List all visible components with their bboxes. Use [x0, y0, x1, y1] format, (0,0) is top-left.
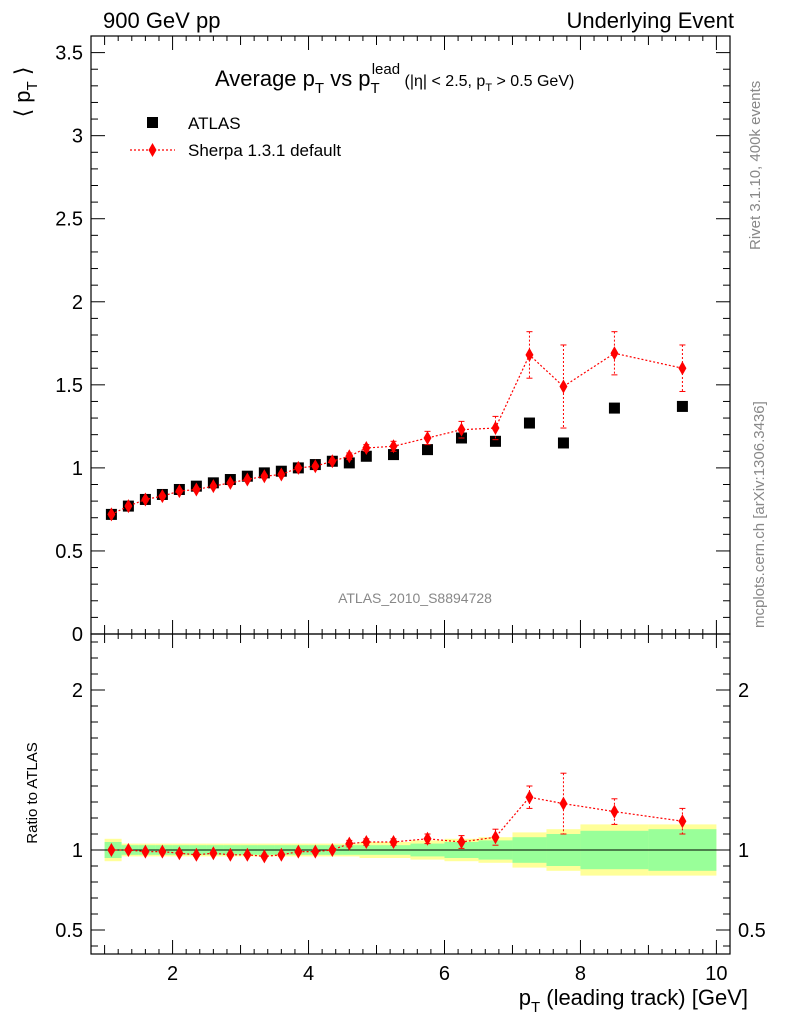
sherpa-ratio-point	[294, 844, 303, 859]
atlas-data-point	[557, 437, 569, 449]
x-tick-label: 2	[167, 963, 178, 985]
ratio-y-tick-label: 1	[72, 840, 83, 862]
sherpa-main-point	[678, 361, 687, 376]
atlas-data-point	[360, 450, 372, 462]
sherpa-ratio-point	[491, 830, 500, 845]
main-y-tick-label: 1.5	[55, 375, 83, 397]
sherpa-main-point	[457, 422, 466, 437]
legend-sherpa-marker	[148, 143, 157, 157]
sherpa-main-point	[559, 379, 568, 394]
ratio-y-tick-label: 0.5	[55, 920, 83, 942]
sherpa-ratio-point	[175, 846, 184, 861]
sherpa-main-point	[277, 467, 286, 482]
sherpa-main-point	[328, 454, 337, 469]
sherpa-ratio-point	[559, 796, 568, 811]
sherpa-ratio-point	[389, 835, 398, 849]
sherpa-ratio-point	[141, 844, 150, 859]
sherpa-ratio-point	[678, 814, 687, 829]
sherpa-ratio-point	[610, 804, 619, 819]
header-right: Underlying Event	[566, 8, 734, 33]
sherpa-main-point	[294, 460, 303, 475]
sherpa-main-point	[209, 479, 218, 494]
sherpa-ratio-point	[362, 835, 371, 849]
sherpa-ratio-point	[124, 843, 133, 857]
legend: ATLAS Sherpa 1.3.1 default	[130, 114, 341, 160]
legend-sherpa-label: Sherpa 1.3.1 default	[188, 141, 341, 160]
sherpa-main-point	[243, 472, 252, 487]
sherpa-ratio-point	[328, 843, 337, 857]
sherpa-main-point	[124, 499, 133, 514]
sherpa-main-point	[226, 475, 235, 490]
sherpa-ratio-point	[277, 847, 286, 862]
sherpa-ratio-point	[107, 843, 116, 857]
sherpa-ratio-point	[423, 831, 432, 846]
sherpa-main-point	[389, 439, 398, 454]
x-axis-label: pT (leading track) [GeV]	[519, 985, 748, 1016]
main-ylabel: ⟨ pT ⟩	[10, 67, 41, 118]
main-y-tick-label: 1	[72, 458, 83, 480]
sherpa-main-point	[107, 507, 116, 522]
sherpa-ratio-point	[457, 835, 466, 849]
sherpa-ratio-point	[158, 844, 167, 859]
ratio-y-tick-label: 2	[72, 680, 83, 702]
atlas-data-point	[388, 449, 400, 461]
analysis-label: ATLAS_2010_S8894728	[338, 590, 492, 606]
atlas-data-point	[676, 400, 688, 412]
main-y-tick-label: 0.5	[55, 541, 83, 563]
main-y-tick-label: 0	[72, 624, 83, 646]
x-tick-label: 6	[439, 963, 450, 985]
mcplots-label: mcplots.cern.ch [arXiv:1306.3436]	[751, 401, 768, 628]
ratio-ylabel: Ratio to ATLAS	[24, 742, 41, 843]
plot-title: Average pT vs pTlead (|η| < 2.5, pT > 0.…	[215, 61, 574, 97]
ratio-y-tick-label-right: 1	[738, 840, 749, 862]
legend-atlas-marker	[147, 117, 158, 128]
sherpa-main-point	[158, 489, 167, 504]
sherpa-main-point	[175, 484, 184, 499]
sherpa-main-point	[311, 459, 320, 474]
main-y-tick-label: 3	[72, 126, 83, 148]
sherpa-main-point	[345, 449, 354, 464]
sherpa-main-point	[362, 440, 371, 455]
main-y-tick-label: 2.5	[55, 209, 83, 231]
atlas-data-point	[421, 444, 433, 456]
sherpa-main-point	[491, 421, 500, 436]
atlas-data-point	[489, 435, 501, 447]
main-y-tick-label: 2	[72, 292, 83, 314]
rivet-label: Rivet 3.1.10, 400k events	[747, 81, 764, 250]
main-plot-frame	[90, 35, 731, 635]
sherpa-ratio-point	[525, 790, 534, 805]
header-left: 900 GeV pp	[103, 8, 220, 33]
sherpa-main-point	[525, 347, 534, 362]
ratio-plot-frame	[90, 633, 731, 955]
sherpa-ratio-point	[209, 846, 218, 861]
sherpa-ratio-point	[192, 847, 201, 862]
sherpa-ratio-point	[226, 847, 235, 862]
sherpa-ratio-point	[345, 836, 354, 851]
sherpa-main-point	[141, 492, 150, 507]
ratio-y-tick-label-right: 0.5	[738, 920, 766, 942]
x-tick-label: 8	[575, 963, 586, 985]
sherpa-ratio-point	[260, 849, 269, 864]
sherpa-ratio-point	[311, 844, 320, 859]
main-y-tick-label: 3.5	[55, 43, 83, 65]
atlas-data-point	[523, 417, 535, 429]
atlas-data-point	[608, 402, 620, 414]
x-tick-label: 4	[303, 963, 314, 985]
sherpa-main-point	[260, 469, 269, 484]
sherpa-ratio-point	[243, 847, 252, 862]
legend-atlas-label: ATLAS	[188, 114, 241, 133]
sherpa-main-point	[610, 346, 619, 361]
sherpa-main-point	[423, 430, 432, 445]
x-tick-label: 10	[705, 963, 727, 985]
sherpa-main-point	[192, 482, 201, 497]
ratio-y-tick-label-right: 2	[738, 680, 749, 702]
